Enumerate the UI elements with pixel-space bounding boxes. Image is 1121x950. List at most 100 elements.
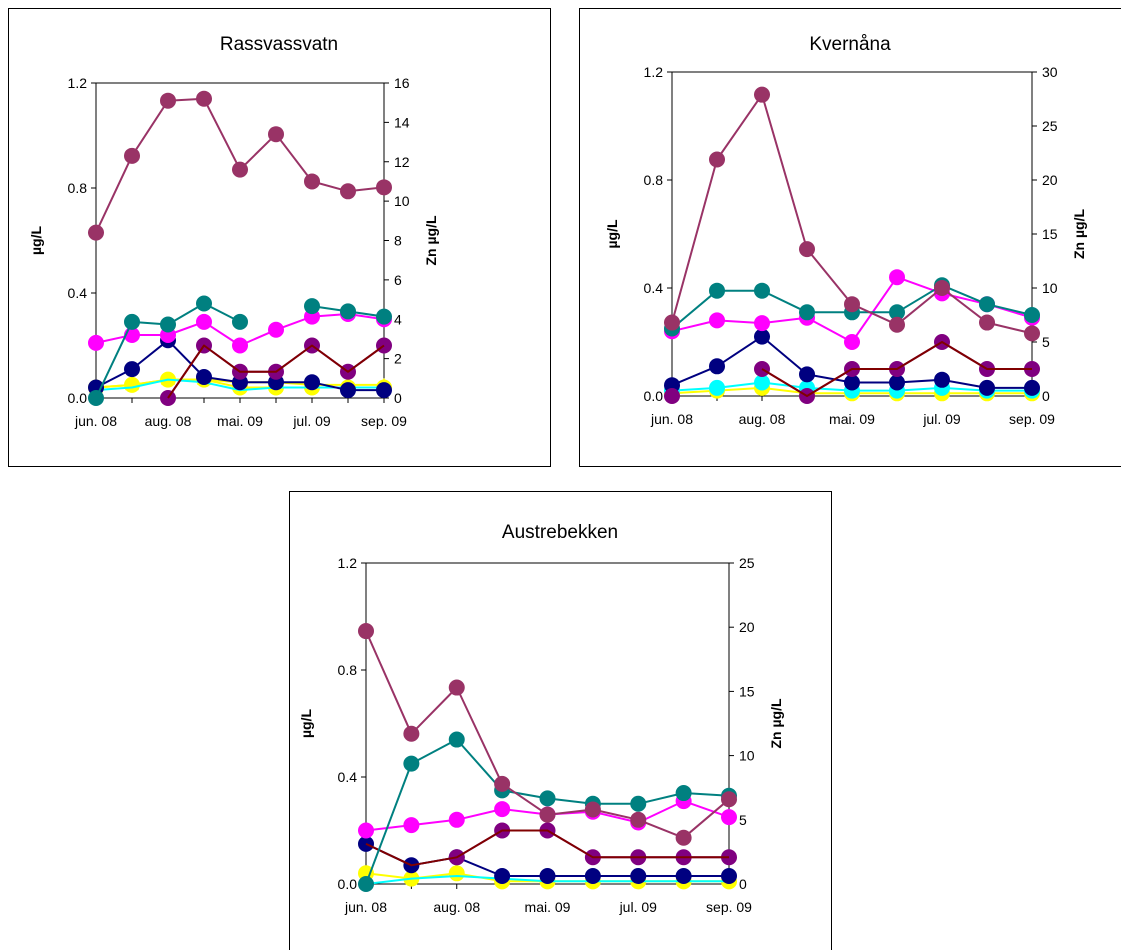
y2-tick-label: 16 [394,75,410,91]
chart-panel-2: Kvernåna 0.0 0.4 0.8 1.2 0 5 10 15 20 25 30 jun. 08 a… [579,8,1121,467]
x-tick-label: aug. 08 [739,411,786,427]
x-tick-label: sep. 09 [706,899,752,915]
y2-tick-label: 10 [394,193,410,209]
y-tick-label: 0.0 [68,390,88,406]
data-point [721,867,737,884]
x-tick-label: sep. 09 [361,413,407,429]
data-point [232,313,248,330]
series-1 [358,623,737,846]
y2-tick-label: 14 [394,114,410,130]
y2-tick-label: 20 [739,619,755,635]
y2-tick-label: 5 [1042,334,1050,350]
x-tick-label: jul. 09 [619,899,658,915]
x-tick-label: mai. 09 [525,899,571,915]
y-tick-label: 0.4 [338,769,358,785]
x-tick-label: jul. 09 [292,413,331,429]
data-point [196,90,212,107]
data-point [376,179,392,196]
data-point [268,321,284,338]
series-line [761,341,1032,397]
y2-tick-label: 25 [739,555,755,571]
data-point [160,316,176,333]
y2-tick-label: 0 [739,876,747,892]
y2-tick-label: 5 [739,812,747,828]
series-line [365,829,729,867]
data-point [124,313,140,330]
data-point [630,867,647,884]
data-point [584,867,601,884]
data-point [494,801,511,818]
data-point [889,269,905,286]
data-point [340,303,356,320]
data-point [358,876,374,892]
data-point [124,361,140,378]
chart-frame [579,8,1121,467]
y2-tick-label: 10 [739,748,755,764]
y2-tick-label: 8 [394,233,402,249]
data-point [196,369,212,385]
data-point [630,795,647,812]
y-tick-label: 0.4 [68,285,88,301]
data-point [754,374,770,391]
data-point [934,371,950,388]
series-6 [664,328,1040,396]
data-point [376,382,392,399]
y-tick-label: 0.0 [644,388,664,404]
x-tick-label: jun. 08 [74,413,117,429]
data-point [88,224,104,241]
y2-tick-label: 15 [1042,226,1058,242]
data-point [979,314,995,331]
data-point [196,313,212,330]
y2-tick-label: 25 [1042,118,1058,134]
data-point [304,374,320,391]
y-tick-label: 0.0 [338,876,358,892]
data-point [494,867,511,884]
series-4 [761,341,1032,397]
series-4 [365,829,729,867]
data-point [1024,307,1040,323]
data-point [304,298,320,315]
data-point [934,280,950,296]
data-point [340,382,356,399]
data-point [403,817,420,834]
data-point [844,296,860,313]
data-point [754,282,770,299]
y2-tick-label: 0 [394,390,402,406]
data-point [1024,325,1040,342]
data-point [799,304,815,321]
data-point [88,390,104,406]
x-tick-label: aug. 08 [433,899,480,915]
y-tick-label: 0.8 [338,662,358,678]
x-tick-label: jul. 09 [922,411,961,427]
y2-tick-label: 4 [394,311,402,327]
data-point [160,92,176,109]
x-tick-label: mai. 09 [217,413,263,429]
y2-tick-label: 0 [1042,388,1050,404]
y2-tick-label: 6 [394,272,402,288]
chart-frame [289,491,832,950]
data-point [799,241,815,258]
data-point [709,358,725,375]
data-point [664,314,680,331]
data-point [539,806,556,823]
data-point [448,811,465,828]
y2-axis-label: Zn µg/L [768,698,784,749]
data-point [709,312,725,329]
chart-title: Kvernåna [809,34,891,55]
y2-tick-label: 10 [1042,280,1058,296]
data-point [889,374,905,391]
data-point [448,731,465,748]
data-point [584,801,601,818]
data-point [709,282,725,299]
data-point [376,308,392,325]
data-point [675,829,692,846]
data-point [539,790,556,807]
data-point [721,791,737,808]
data-point [494,775,511,792]
data-point [403,725,420,742]
chart-frame [8,8,551,467]
data-point [448,865,465,882]
data-point [799,366,815,383]
series-4 [167,344,385,399]
